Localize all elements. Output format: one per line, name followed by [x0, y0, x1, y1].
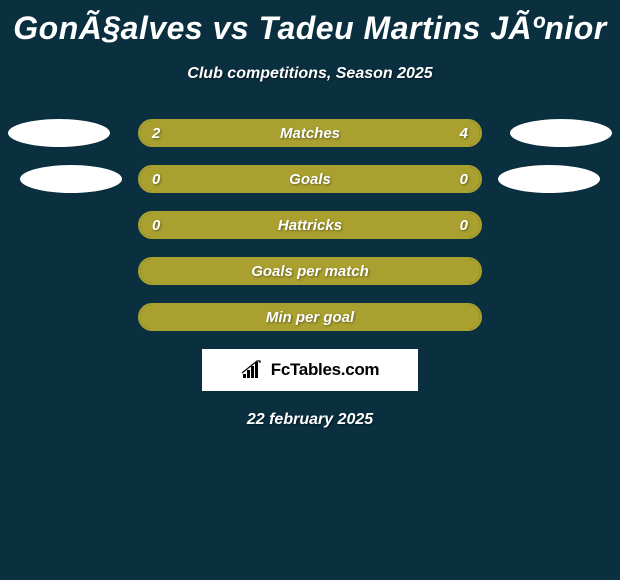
stat-label: Min per goal: [140, 305, 480, 329]
stat-bar-hattricks: 0 Hattricks 0: [138, 211, 482, 239]
stat-label: Goals: [140, 167, 480, 191]
source-logo: FcTables.com: [202, 349, 418, 391]
stat-value-right: 0: [460, 167, 468, 191]
stat-label: Goals per match: [140, 259, 480, 283]
stat-label: Matches: [140, 121, 480, 145]
page-title: GonÃ§alves vs Tadeu Martins JÃºnior: [0, 0, 620, 47]
stat-row-matches: 2 Matches 4: [0, 119, 620, 147]
stat-row-mpg: Min per goal: [0, 303, 620, 331]
chart-icon: [241, 360, 265, 380]
logo-text: FcTables.com: [271, 360, 380, 380]
stat-bar-matches: 2 Matches 4: [138, 119, 482, 147]
stat-bar-gpm: Goals per match: [138, 257, 482, 285]
stat-bar-goals: 0 Goals 0: [138, 165, 482, 193]
stats-container: 2 Matches 4 0 Goals 0 0 Hattricks 0: [0, 119, 620, 331]
footer-date: 22 february 2025: [0, 411, 620, 429]
stat-bar-mpg: Min per goal: [138, 303, 482, 331]
player-left-marker: [20, 165, 122, 193]
stat-row-hattricks: 0 Hattricks 0: [0, 211, 620, 239]
stat-row-goals: 0 Goals 0: [0, 165, 620, 193]
stat-value-right: 0: [460, 213, 468, 237]
page-subtitle: Club competitions, Season 2025: [0, 65, 620, 83]
stat-value-right: 4: [460, 121, 468, 145]
player-right-marker: [498, 165, 600, 193]
stat-label: Hattricks: [140, 213, 480, 237]
player-right-marker: [510, 119, 612, 147]
player-left-marker: [8, 119, 110, 147]
stat-row-gpm: Goals per match: [0, 257, 620, 285]
